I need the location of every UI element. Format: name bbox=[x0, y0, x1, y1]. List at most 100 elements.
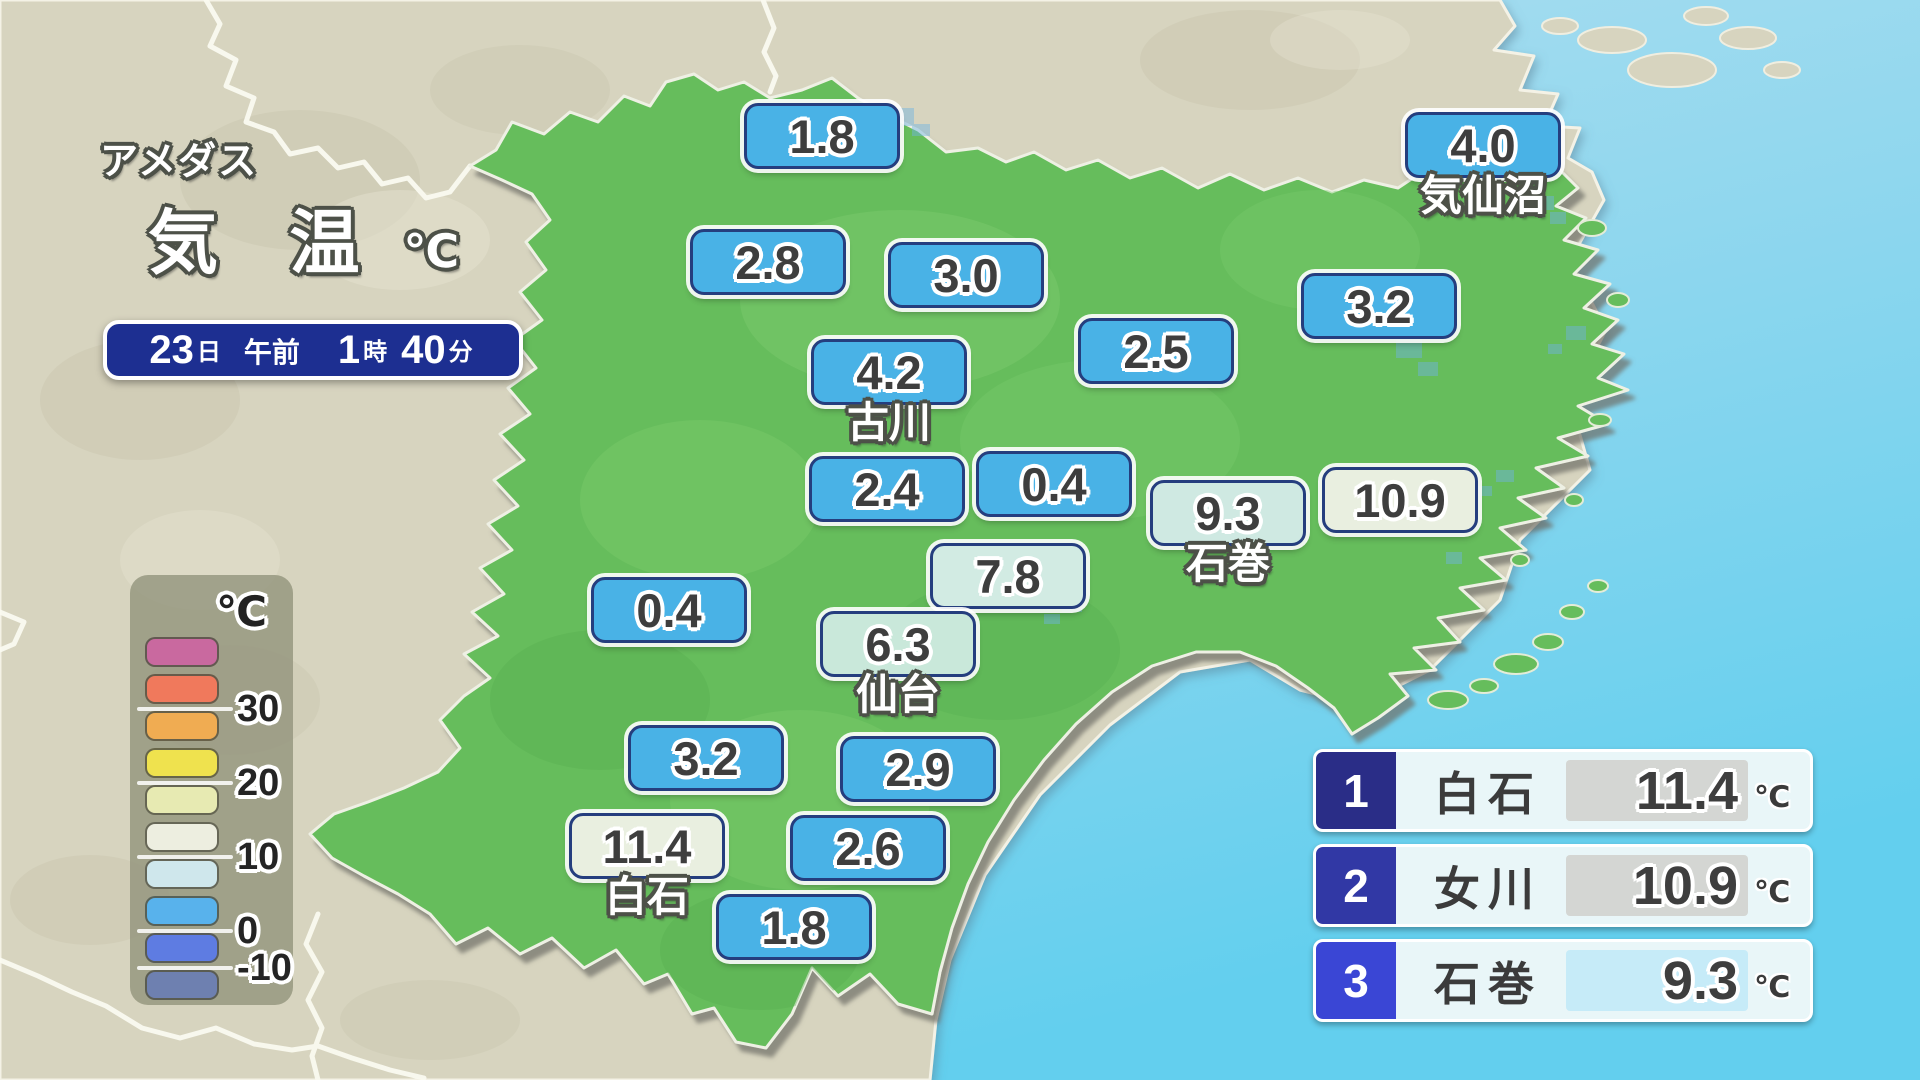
legend-step bbox=[145, 711, 219, 741]
station-reading: 4.0 気仙沼 bbox=[1405, 112, 1561, 219]
legend-tick bbox=[137, 855, 233, 859]
temperature-badge: 3.2 bbox=[1301, 273, 1457, 339]
temperature-badge: 0.4 bbox=[591, 577, 747, 643]
datetime-bar: 23 日 午前 1 時 40 分 bbox=[103, 320, 523, 380]
islands bbox=[1427, 6, 1801, 710]
legend-tick bbox=[137, 966, 233, 970]
temperature-value: 2.5 bbox=[1123, 324, 1189, 378]
temperature-value: 2.8 bbox=[735, 235, 801, 289]
legend-swatch bbox=[145, 933, 219, 963]
rank-temperature: 11.4 bbox=[1566, 760, 1748, 821]
temperature-badge: 4.2 bbox=[811, 339, 967, 405]
temperature-value: 2.4 bbox=[854, 462, 920, 516]
rank-temperature: 10.9 bbox=[1566, 855, 1748, 916]
station-reading: 2.9 bbox=[840, 736, 996, 802]
legend-step-label: 0 bbox=[237, 910, 259, 952]
temperature-badge: 2.6 bbox=[790, 815, 946, 881]
ranking-row: 2 女川 10.9 ℃ bbox=[1313, 844, 1813, 927]
station-label: 白石 bbox=[604, 873, 690, 920]
temperature-badge: 2.5 bbox=[1078, 318, 1234, 384]
rank-station-name: 女川 bbox=[1434, 862, 1542, 915]
station-reading: 3.2 bbox=[1301, 273, 1457, 339]
rank-number: 1 bbox=[1316, 752, 1396, 829]
hour-number: 1 bbox=[337, 328, 361, 372]
rank-station-name: 白石 bbox=[1434, 767, 1542, 820]
station-reading: 3.2 bbox=[628, 725, 784, 791]
temperature-badge: 1.8 bbox=[716, 894, 872, 960]
legend-swatch bbox=[145, 822, 219, 852]
temperature-legend: ℃ 30 bbox=[130, 575, 293, 1005]
title-unit: ℃ bbox=[403, 225, 460, 277]
station-label: 気仙沼 bbox=[1419, 172, 1547, 219]
day-unit: 日 bbox=[196, 339, 221, 366]
legend-swatch bbox=[145, 637, 219, 667]
station-reading: 2.6 bbox=[790, 815, 946, 881]
ampm-label: 午前 bbox=[243, 337, 300, 368]
hour-unit: 時 bbox=[363, 339, 388, 366]
legend-swatch bbox=[145, 859, 219, 889]
station-reading: 1.8 bbox=[744, 103, 900, 169]
temperature-badge: 0.4 bbox=[976, 451, 1132, 517]
temperature-value: 7.8 bbox=[975, 549, 1041, 603]
legend-swatch bbox=[145, 970, 219, 1000]
legend-step-label: 30 bbox=[237, 688, 280, 730]
day-number: 23 bbox=[149, 328, 194, 372]
station-reading: 2.8 bbox=[690, 229, 846, 295]
temperature-value: 9.3 bbox=[1195, 486, 1261, 540]
temperature-badge: 1.8 bbox=[744, 103, 900, 169]
temperature-badge: 11.4 bbox=[569, 813, 725, 879]
rank-number: 2 bbox=[1316, 847, 1396, 924]
station-reading: 0.4 bbox=[591, 577, 747, 643]
legend-step: 20 bbox=[137, 748, 279, 802]
legend-step: 0 bbox=[137, 896, 258, 950]
page-title: 気 温 bbox=[148, 204, 386, 282]
legend-step: 30 bbox=[137, 674, 279, 728]
legend-swatch bbox=[145, 711, 219, 741]
temperature-badge: 10.9 bbox=[1322, 467, 1478, 533]
legend-step-label: 20 bbox=[237, 762, 280, 804]
rank-unit: ℃ bbox=[1754, 876, 1791, 909]
legend-swatch bbox=[145, 748, 219, 778]
station-reading: 7.8 bbox=[930, 543, 1086, 609]
station-label: 仙台 bbox=[855, 671, 941, 718]
legend-tick bbox=[137, 781, 233, 785]
temperature-value: 2.9 bbox=[885, 742, 951, 796]
temperature-badge: 9.3 bbox=[1150, 480, 1306, 546]
station-label: 古川 bbox=[846, 399, 932, 446]
legend-tick bbox=[137, 929, 233, 933]
rank-unit: ℃ bbox=[1754, 781, 1791, 814]
legend-swatch bbox=[145, 896, 219, 926]
legend-scale: 30 20 bbox=[137, 637, 292, 1007]
legend-step bbox=[145, 637, 219, 667]
temperature-value: 10.9 bbox=[1354, 473, 1446, 527]
legend-swatch bbox=[145, 785, 219, 815]
station-reading: 2.4 bbox=[809, 456, 965, 522]
station-reading: 10.9 bbox=[1322, 467, 1478, 533]
station-reading: 4.2 古川 bbox=[811, 339, 967, 446]
prefecture-border-lines bbox=[0, 0, 779, 1080]
ranking-row: 1 白石 11.4 ℃ bbox=[1313, 749, 1813, 832]
temperature-value: 11.4 bbox=[602, 819, 692, 873]
legend-tick bbox=[137, 707, 233, 711]
legend-unit: ℃ bbox=[216, 588, 267, 635]
temperature-badge: 6.3 bbox=[820, 611, 976, 677]
legend-step-label: -10 bbox=[237, 947, 292, 989]
station-reading: 11.4 白石 bbox=[569, 813, 725, 920]
temperature-value: 1.8 bbox=[761, 900, 827, 954]
legend-step: 10 bbox=[137, 822, 279, 876]
temperature-value: 4.2 bbox=[856, 345, 922, 399]
temperature-value: 6.3 bbox=[865, 617, 931, 671]
station-label: 石巻 bbox=[1185, 540, 1271, 587]
rank-station-name: 石巻 bbox=[1434, 957, 1542, 1010]
station-reading: 0.4 bbox=[976, 451, 1132, 517]
station-reading: 9.3 石巻 bbox=[1150, 480, 1306, 587]
temperature-badge: 3.2 bbox=[628, 725, 784, 791]
temperature-value: 1.8 bbox=[789, 109, 855, 163]
temperature-badge: 2.4 bbox=[809, 456, 965, 522]
legend-step bbox=[145, 970, 219, 1000]
temperature-badge: 4.0 bbox=[1405, 112, 1561, 178]
station-reading: 3.0 bbox=[888, 242, 1044, 308]
temperature-value: 3.2 bbox=[1346, 279, 1412, 333]
